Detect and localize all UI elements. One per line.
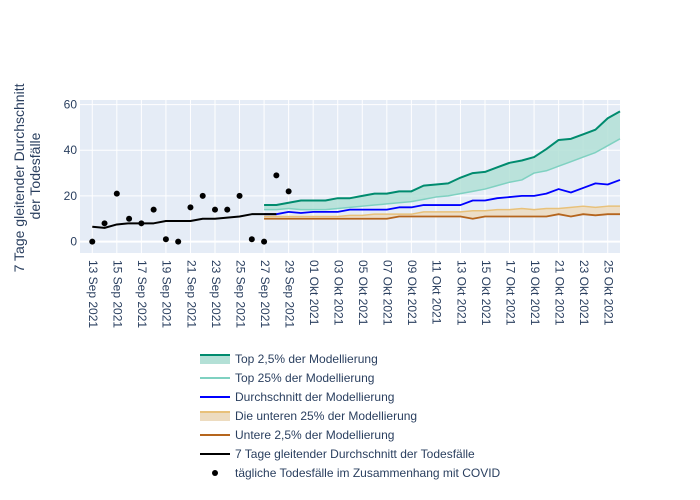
y-tick-label: 40 [64,143,78,157]
daily-deaths-point [126,215,133,222]
series-lines [92,110,621,229]
x-tick-label: 21 Sep 2021 [184,260,198,328]
legend-swatch-marker [212,470,218,476]
x-tick-label: 05 Okt 2021 [356,260,370,326]
x-tick-label: 23 Sep 2021 [209,260,223,328]
x-tick-label: 03 Okt 2021 [332,260,346,326]
daily-deaths-point [212,206,218,213]
y-axis-label: 7 Tage gleitender Durchschnitt der Todes… [11,80,43,273]
x-tick-label: 07 Okt 2021 [381,260,395,326]
legend-item-mean[interactable]: Durchschnitt der Modellierung [200,390,394,404]
series-markers [89,172,292,245]
legend-item-low_quartile[interactable]: Die unteren 25% der Modellierung [200,409,417,423]
x-tick-label: 29 Sep 2021 [282,260,296,328]
x-tick-label: 19 Sep 2021 [160,260,174,328]
low25-series-line [264,213,620,220]
x-tick-label: 11 Okt 2021 [430,260,444,325]
daily-deaths-point [89,238,96,245]
daily-deaths-point [162,236,169,243]
x-tick-label: 15 Okt 2021 [479,260,493,326]
x-tick-label: 01 Okt 2021 [307,260,321,326]
x-tick-label: 27 Sep 2021 [258,260,272,328]
top25-series-line [264,110,621,207]
legend-item-top_quartile[interactable]: Top 25% der Modellierung [200,371,374,385]
legend-item-daily[interactable]: tägliche Todesfälle im Zusammenhang mit … [212,466,501,480]
mean-series-line [264,179,621,216]
daily-deaths-point [187,204,194,211]
y-axis-label-line-1: 7 Tage gleitender Durchschnitt [11,83,27,272]
y-tick-label: 20 [64,189,78,203]
top_quartile-series-line [264,138,621,211]
daily-deaths-point [236,192,243,199]
x-tick-label: 15 Sep 2021 [111,260,125,328]
daily-deaths-point [101,220,108,227]
low_quartile-series-line [264,205,620,218]
x-tick-label: 13 Okt 2021 [454,260,468,326]
y-tick-labels: 0 20 40 60 [64,98,78,249]
plot-background [80,100,620,253]
x-tick-label: 21 Okt 2021 [552,260,566,326]
x-tick-label: 25 Sep 2021 [233,260,247,328]
daily-deaths-point [248,236,255,243]
daily-deaths-point [113,190,120,197]
legend-item-top25[interactable]: Top 2,5% der Modellierung [200,352,378,366]
legend-item-low25[interactable]: Untere 2,5% der Modellierung [200,428,394,442]
top25-band [264,111,620,210]
daily-deaths-point [150,206,157,213]
x-tick-label: 17 Sep 2021 [135,260,149,328]
daily-deaths-point [261,238,268,245]
legend-label: Top 25% der Modellierung [235,371,374,385]
x-tick-label: 09 Okt 2021 [405,260,419,326]
legend-swatch-band [200,412,230,421]
daily-deaths-point [199,192,206,199]
legend-label: tägliche Todesfälle im Zusammenhang mit … [235,466,501,480]
legend-label: 7 Tage gleitender Durchschnitt der Todes… [235,447,475,461]
daily-deaths-point [285,188,292,195]
grid [80,100,620,253]
x-tick-label: 19 Okt 2021 [528,260,542,326]
legend-swatch-band [200,355,230,364]
legend-label: Untere 2,5% der Modellierung [235,428,394,442]
avg-series-line [92,213,277,229]
y-tick-label: 60 [64,98,78,112]
daily-deaths-point [175,238,182,245]
daily-deaths-point [138,220,145,227]
y-axis-label-line-2: der Todesfälle [27,132,43,219]
x-tick-label: 25 Okt 2021 [602,260,616,326]
legend-item-avg[interactable]: 7 Tage gleitender Durchschnitt der Todes… [200,447,475,461]
x-tick-label: 23 Okt 2021 [577,260,591,326]
daily-deaths-point [273,172,280,179]
daily-deaths-point [224,206,231,213]
legend-label: Die unteren 25% der Modellierung [235,409,417,423]
x-tick-label: 13 Sep 2021 [86,260,100,328]
legend-label: Top 2,5% der Modellierung [235,352,378,366]
y-tick-label: 0 [70,235,77,249]
legend: Top 2,5% der Modellierung Top 25% der Mod… [200,352,501,480]
x-tick-label: 17 Okt 2021 [503,260,517,326]
x-tick-labels: 13 Sep 2021 15 Sep 2021 17 Sep 2021 19 Sep … [86,260,615,328]
legend-label: Durchschnitt der Modellierung [235,390,394,404]
